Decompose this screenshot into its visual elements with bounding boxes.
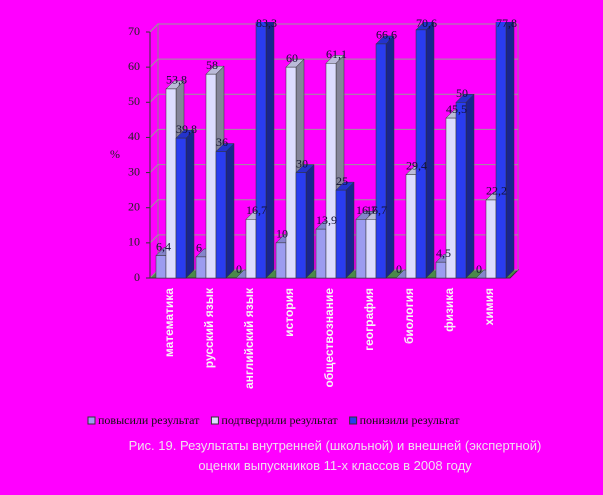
legend-label: подтвердили результат <box>221 413 338 427</box>
bar-side <box>505 22 515 279</box>
bar-side <box>465 93 475 279</box>
bar <box>455 102 467 279</box>
data-label: 60 <box>286 51 298 65</box>
bar <box>415 29 427 279</box>
y-tick-label: 60 <box>128 59 140 73</box>
grid-line <box>149 93 518 103</box>
data-label: 39,8 <box>176 122 197 136</box>
data-label: 25 <box>336 174 348 188</box>
grid-line <box>149 199 518 209</box>
data-label: 16,7 <box>366 203 387 217</box>
legend-label: понизили результат <box>360 413 461 427</box>
data-label: 0 <box>476 262 482 276</box>
data-label: 29,4 <box>406 158 427 172</box>
data-label: 66,6 <box>376 28 397 42</box>
y-tick-label: 10 <box>128 235 140 249</box>
grid-line <box>149 23 518 33</box>
bar <box>245 219 257 279</box>
x-tick-label: математика <box>162 288 176 357</box>
legend-label: повысили результат <box>98 413 200 427</box>
bar <box>255 22 267 279</box>
data-label: 58 <box>206 58 218 72</box>
data-label: 83,3 <box>256 16 277 30</box>
bar <box>315 228 327 279</box>
bar <box>405 174 417 279</box>
data-label: 6,4 <box>156 239 171 253</box>
bar <box>215 151 227 279</box>
bar <box>205 73 217 279</box>
data-label: 36 <box>216 135 228 149</box>
bars <box>155 0 515 279</box>
bar <box>365 219 377 279</box>
bar-side <box>265 22 275 279</box>
y-tick-label: 20 <box>128 199 140 213</box>
bar <box>155 255 167 279</box>
x-tick-label: география <box>362 288 376 351</box>
y-axis-label: % <box>110 147 120 161</box>
caption: Рис. 19. Результаты внутренней (школьной… <box>128 438 542 473</box>
bar-side <box>345 181 355 279</box>
bar <box>175 137 187 279</box>
bar <box>435 261 447 279</box>
grid-line <box>149 128 518 138</box>
x-tick-label: английский язык <box>242 287 256 389</box>
data-label: 13,9 <box>316 213 337 227</box>
legend-swatch <box>87 416 96 425</box>
x-tick-label: биология <box>402 288 416 344</box>
y-tick-label: 40 <box>128 129 140 143</box>
bar-side <box>425 22 435 279</box>
bar-side <box>305 163 315 279</box>
grid-line <box>149 234 518 244</box>
bar <box>275 242 287 279</box>
data-label: 61,1 <box>326 47 347 61</box>
bar <box>485 199 497 279</box>
legend-swatch <box>349 416 358 425</box>
bar <box>295 172 307 279</box>
bar <box>375 43 387 279</box>
x-tick-label: русский язык <box>202 287 216 368</box>
x-tick-label: история <box>282 288 296 337</box>
data-label: 0 <box>396 262 402 276</box>
data-label: 0 <box>236 262 242 276</box>
x-tick-label: химия <box>482 288 496 325</box>
data-label: 6 <box>196 241 202 255</box>
bar <box>335 189 347 279</box>
bar-side <box>185 129 195 279</box>
y-tick-label: 50 <box>128 94 140 108</box>
bar <box>325 63 337 279</box>
data-label: 16,7 <box>246 203 267 217</box>
data-label: 70,6 <box>416 16 437 30</box>
y-tick-label: 0 <box>134 270 140 284</box>
bar <box>355 219 367 279</box>
bar-side <box>385 35 395 279</box>
bar <box>195 256 207 279</box>
y-tick-label: 30 <box>128 164 140 178</box>
data-label: 30 <box>296 156 308 170</box>
data-label: 4,5 <box>436 246 451 260</box>
data-label: 53,8 <box>166 73 187 87</box>
bar-top <box>496 0 514 5</box>
x-tick-label: физика <box>442 288 456 332</box>
bar <box>495 22 507 279</box>
bar <box>285 66 297 279</box>
data-label: 50 <box>456 86 468 100</box>
x-tick-label: обществознание <box>322 288 336 388</box>
data-label: 45,5 <box>446 102 467 116</box>
data-label: 77,8 <box>496 16 517 30</box>
legend-swatch <box>210 416 219 425</box>
data-label: 16,7 <box>356 203 377 217</box>
grid-line <box>149 164 518 173</box>
y-tick-label: 70 <box>128 24 140 38</box>
grid-line <box>149 58 518 68</box>
data-label: 22,2 <box>486 184 507 198</box>
bar-side <box>225 142 235 279</box>
data-label: 10 <box>276 227 288 241</box>
